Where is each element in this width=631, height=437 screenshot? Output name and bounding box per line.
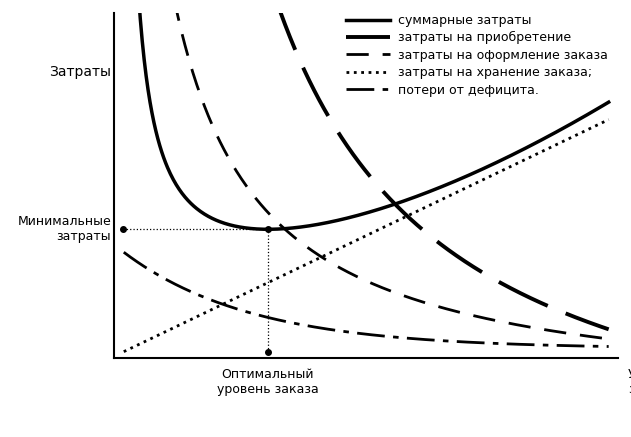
Text: Оптимальный
уровень заказа: Оптимальный уровень заказа (216, 368, 319, 396)
Text: Уровень
заказа: Уровень заказа (628, 368, 631, 396)
Legend: суммарные затраты, затраты на приобретение, затраты на оформление заказа, затрат: суммарные затраты, затраты на приобретен… (341, 9, 613, 101)
Text: Минимальные
затраты: Минимальные затраты (18, 215, 111, 243)
Text: Затраты: Затраты (49, 65, 111, 79)
